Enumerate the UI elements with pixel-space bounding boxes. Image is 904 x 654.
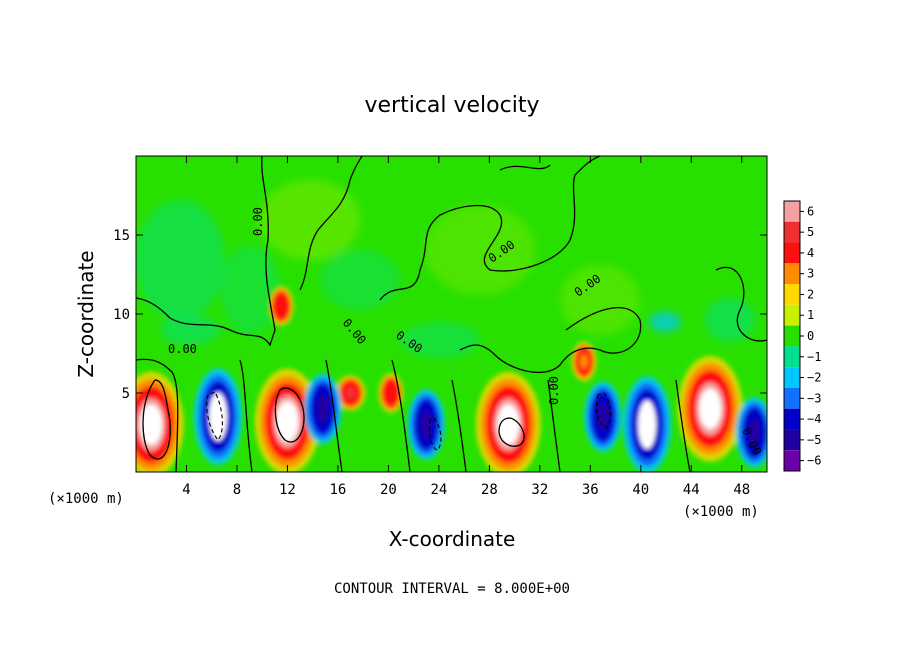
contour-line: [274, 387, 305, 443]
contour-line: [715, 266, 767, 342]
contour-line: [451, 379, 467, 472]
y-tick-label: 10: [113, 307, 130, 323]
x-tick-label: 40: [632, 482, 649, 498]
colorbar-label: 5: [807, 225, 814, 239]
colorbar-swatch: [784, 242, 800, 264]
contour-line: [325, 359, 343, 472]
colorbar-swatch: [784, 346, 800, 368]
x-tick-label: 20: [380, 482, 397, 498]
x-axis-label: X-coordinate: [389, 527, 516, 551]
colorbar-swatch: [784, 408, 800, 430]
x-axis: 4 8 12 16 20 24 28 32 36 40 44 48: [182, 156, 750, 498]
x-tick-label: 28: [481, 482, 498, 498]
colorbar-label: −5: [807, 433, 821, 447]
downdraft-cell: [584, 381, 622, 452]
downdraft-cell: [303, 373, 342, 444]
negative-contour-line: [595, 392, 612, 429]
contour-line: [136, 358, 179, 472]
colorbar-label: 2: [807, 287, 814, 301]
colorbar-label: −3: [807, 391, 821, 405]
x-unit-right: (×1000 m): [683, 504, 759, 520]
colorbar: 6 5 4 3 2 1 0 −1 −2 −3 −4 −5 −6: [783, 200, 821, 472]
colorbar-label: −1: [807, 350, 821, 364]
colorbar-label: 1: [807, 308, 814, 322]
updraft-cell: [475, 371, 541, 472]
contour-interval-note: CONTOUR INTERVAL = 8.000E+00: [334, 581, 570, 597]
contour-label: 0.00: [547, 376, 561, 405]
colorbar-swatch: [784, 304, 800, 326]
x-tick-label: 36: [582, 482, 599, 498]
x-tick-label: 12: [279, 482, 296, 498]
negative-contour-line: [206, 391, 223, 441]
colorbar-swatch: [784, 450, 800, 471]
colorbar-label: 3: [807, 267, 814, 281]
updraft-cell: [571, 341, 597, 382]
colorbar-swatch: [784, 325, 800, 347]
chart-title: vertical velocity: [364, 93, 539, 118]
colorbar-swatch: [784, 221, 800, 243]
colorbar-label: −4: [807, 412, 821, 426]
downdraft-cell: [622, 376, 672, 472]
x-tick-label: 32: [531, 482, 548, 498]
contour-line: [499, 164, 551, 171]
y-tick-label: 5: [122, 386, 130, 402]
downdraft-cell: [407, 389, 446, 460]
updraft-cell: [268, 286, 294, 326]
contour-line: [547, 379, 561, 472]
downdraft-cell: [735, 397, 767, 468]
x-tick-label: 48: [733, 482, 750, 498]
colorbar-label: −6: [807, 454, 821, 468]
x-tick-label: 44: [683, 482, 700, 498]
y-axis-label: Z-coordinate: [74, 250, 98, 377]
plot-area: 0.000.000.000.000.000.000.000.00: [136, 156, 767, 472]
contour-line: [299, 156, 363, 291]
y-tick-label: 15: [113, 228, 130, 244]
colorbar-swatch: [784, 284, 800, 305]
colorbar-label: 0: [807, 329, 814, 343]
contour-lines: [136, 156, 767, 472]
colorbar-swatch: [784, 387, 800, 409]
contour-line: [142, 379, 171, 460]
colorbar-label: 6: [807, 204, 814, 218]
updraft-cell: [254, 368, 320, 472]
contour-label: 0.00: [251, 207, 265, 236]
colorbar-swatch: [784, 429, 800, 451]
colorbar-swatch: [784, 201, 800, 222]
x-tick-label: 24: [430, 482, 447, 498]
updraft-cell: [335, 375, 366, 411]
x-tick-label: 4: [182, 482, 190, 498]
contour-line: [379, 156, 601, 301]
field-background-variations: [136, 180, 755, 358]
y-axis: 5 10 15: [113, 228, 767, 402]
contour-label: 0.00: [168, 342, 197, 356]
contour-line: [136, 156, 276, 347]
contour-line: [239, 359, 253, 472]
x-tick-label: 8: [233, 482, 241, 498]
contour-line: [391, 359, 411, 472]
updraft-cell: [378, 373, 404, 413]
x-tick-label: 16: [329, 482, 346, 498]
colorbar-label: −2: [807, 371, 821, 385]
downdraft-cell: [193, 368, 243, 466]
contour-line: [498, 417, 525, 447]
colorbar-swatch: [784, 367, 800, 388]
updraft-cell: [677, 356, 743, 462]
contour-line: [459, 307, 642, 374]
contour-line: [675, 379, 691, 472]
x-unit-left: (×1000 m): [48, 491, 124, 507]
colorbar-label: 4: [807, 246, 814, 260]
colorbar-swatch: [784, 263, 800, 285]
